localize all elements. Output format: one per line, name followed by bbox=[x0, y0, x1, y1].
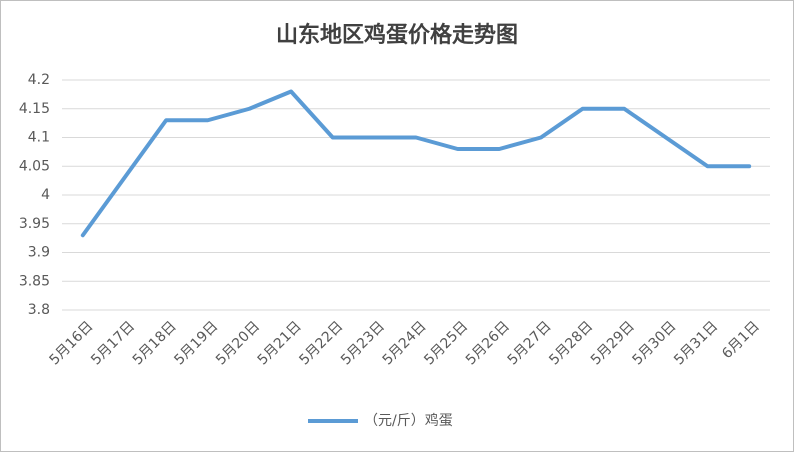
y-tick-label: 4.2 bbox=[28, 72, 50, 88]
y-tick-label: 3.95 bbox=[19, 216, 50, 232]
y-tick-label: 4.1 bbox=[28, 130, 50, 146]
y-tick-label: 4.05 bbox=[19, 158, 50, 174]
y-tick-label: 3.8 bbox=[28, 302, 50, 318]
y-tick-label: 4 bbox=[41, 187, 50, 203]
y-tick-label: 3.9 bbox=[28, 245, 50, 261]
y-tick-label: 3.85 bbox=[19, 273, 50, 289]
y-tick-label: 4.15 bbox=[19, 101, 50, 117]
data-line bbox=[80, 89, 752, 238]
legend-label: （元/斤）鸡蛋 bbox=[364, 412, 453, 429]
chart-title: 山东地区鸡蛋价格走势图 bbox=[276, 22, 518, 48]
